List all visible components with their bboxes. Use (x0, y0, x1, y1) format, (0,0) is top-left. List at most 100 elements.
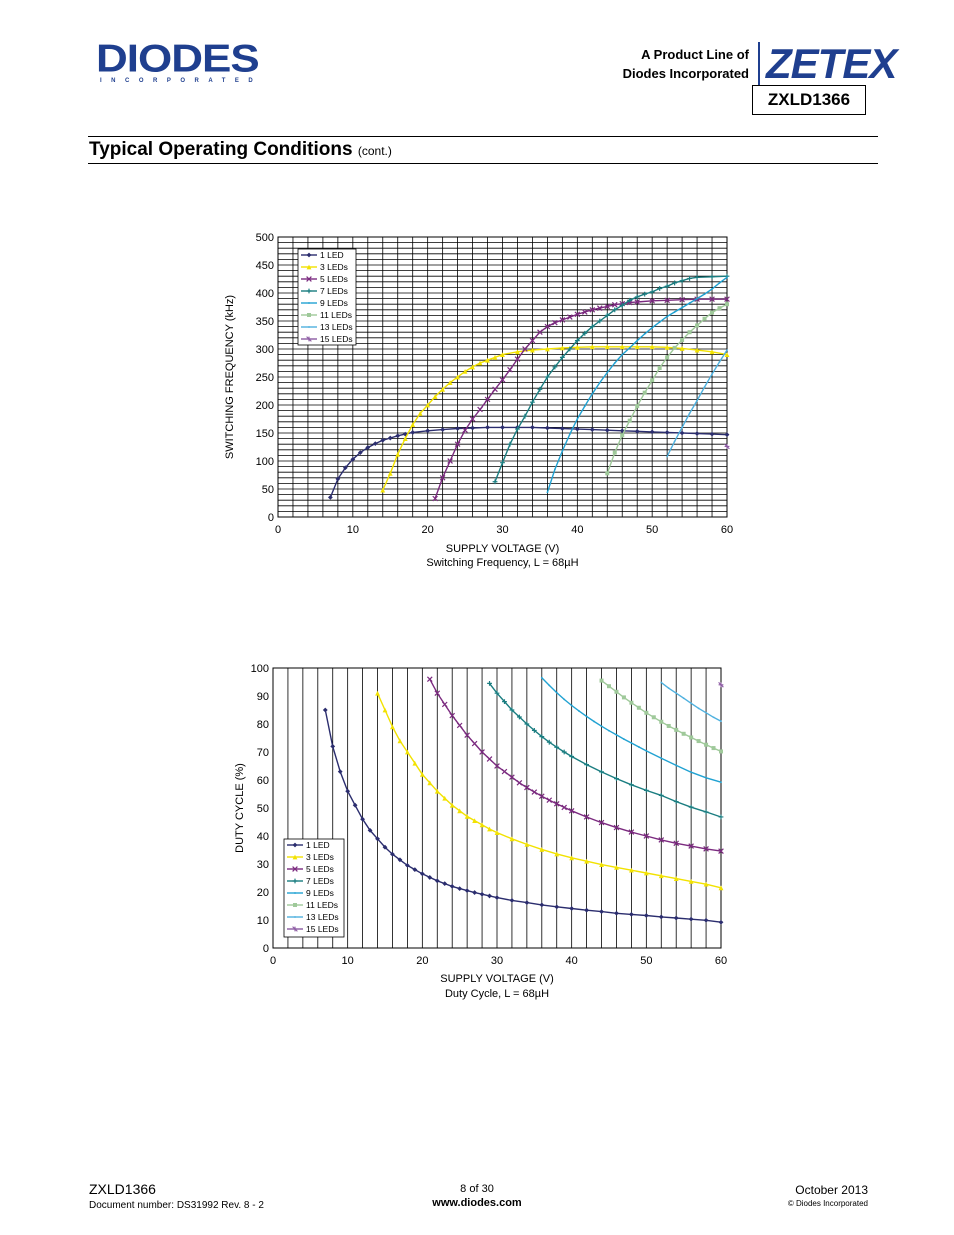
data-point (500, 352, 505, 357)
data-point (636, 705, 641, 710)
data-point (552, 364, 558, 370)
series-line (494, 275, 728, 482)
plot-frame (277, 236, 728, 518)
data-point (507, 441, 513, 447)
series-15-leds (724, 443, 730, 450)
data-point (449, 712, 456, 719)
data-point (357, 450, 363, 455)
section-title-suffix: (cont.) (357, 144, 392, 158)
legend-box (297, 248, 357, 346)
x-tick-label: 40 (566, 955, 578, 967)
data-point (664, 344, 670, 350)
data-point (694, 274, 700, 280)
data-point (634, 294, 640, 300)
data-point (561, 804, 568, 811)
data-point (402, 436, 408, 441)
data-point (395, 433, 401, 439)
data-point (724, 443, 730, 450)
data-point (561, 749, 567, 755)
legend-label: 13 LEDs (306, 912, 339, 922)
x-tick-label: 30 (491, 955, 503, 967)
legend-box (283, 838, 345, 938)
data-point (703, 386, 706, 388)
data-point (342, 465, 348, 471)
data-point (501, 768, 508, 775)
data-point (600, 725, 603, 728)
data-point (612, 307, 618, 313)
data-point (696, 739, 701, 744)
data-point (666, 315, 669, 318)
data-point (613, 824, 620, 831)
y-tick-label: 10 (257, 915, 269, 927)
data-point (390, 724, 395, 730)
data-point (516, 779, 523, 786)
data-point (410, 422, 416, 427)
legend-label: 13 LEDs (320, 322, 353, 332)
data-point (672, 345, 677, 350)
data-point (584, 858, 589, 864)
series-3-leds (380, 344, 730, 493)
data-point (675, 764, 678, 767)
data-point (667, 687, 670, 690)
header-rule-top (88, 136, 878, 137)
legend-label: 9 LEDs (320, 298, 348, 308)
legend-label: 1 LED (306, 840, 330, 850)
legend-label: 3 LEDs (306, 852, 334, 862)
data-point (449, 802, 455, 808)
data-point (710, 310, 715, 315)
data-point (658, 914, 664, 920)
x-axis-label: SUPPLY VOLTAGE (V) (446, 543, 560, 555)
data-point (539, 734, 545, 739)
data-point (679, 278, 685, 284)
data-point (643, 913, 649, 918)
x-tick-label: 50 (646, 524, 658, 536)
diodes-logo: DIODES INCORPORATED (96, 40, 266, 90)
data-point (651, 715, 656, 720)
data-point (471, 740, 478, 747)
data-point (718, 848, 724, 854)
data-point (681, 731, 686, 736)
footer-website[interactable]: www.diodes.com (432, 1197, 522, 1209)
data-point (382, 707, 388, 713)
data-point (462, 369, 468, 374)
data-point (664, 430, 670, 435)
data-point (472, 818, 477, 823)
data-point (522, 346, 528, 352)
product-line-1: A Product Line of (641, 47, 749, 62)
y-tick-label: 250 (256, 372, 274, 384)
data-point (531, 728, 537, 733)
data-point (598, 381, 601, 384)
data-point (629, 867, 634, 873)
data-point (500, 460, 505, 466)
part-number-box: ZXLD1366 (752, 85, 866, 115)
data-point (432, 394, 438, 399)
data-point (608, 729, 610, 732)
data-point (679, 346, 685, 351)
data-point (599, 678, 604, 683)
data-point (696, 399, 698, 402)
data-point (709, 296, 715, 302)
data-point (660, 757, 663, 760)
data-point (589, 306, 596, 313)
data-point (477, 406, 483, 413)
data-point (405, 863, 410, 868)
y-tick-label: 450 (256, 260, 274, 272)
data-point (380, 437, 386, 443)
data-point (417, 411, 423, 416)
footer-part: ZXLD1366 (89, 1181, 156, 1197)
data-point (634, 428, 640, 434)
series-13-leds (666, 349, 728, 458)
y-tick-label: 50 (257, 803, 269, 815)
data-point (623, 738, 625, 741)
data-point (434, 690, 441, 697)
data-point (687, 276, 692, 281)
data-point (382, 844, 388, 850)
data-point (449, 884, 455, 889)
data-point (635, 404, 640, 409)
data-point (696, 297, 698, 300)
data-point (531, 789, 538, 795)
data-point (718, 282, 721, 284)
data-point (405, 749, 410, 755)
y-tick-label: 30 (257, 859, 269, 871)
data-point (612, 450, 617, 455)
